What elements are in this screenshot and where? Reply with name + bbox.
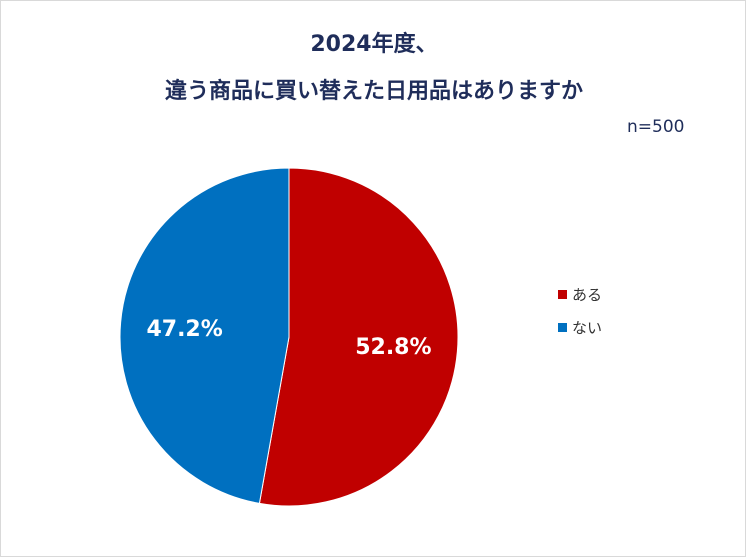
legend-label-aru: ある — [572, 285, 603, 304]
legend-swatch-nai — [558, 322, 567, 332]
legend-swatch-aru — [558, 289, 567, 299]
pie-slice-aru — [258, 167, 459, 507]
chart-title: 2024年度、 — [310, 32, 438, 57]
legend: ある ない — [558, 284, 602, 350]
legend-item-nai: ない — [558, 317, 602, 337]
data-label-nai: 47.2% — [146, 317, 222, 342]
legend-label-nai: ない — [572, 318, 603, 337]
pie-slice-nai — [119, 167, 290, 504]
data-label-aru: 52.8% — [355, 335, 431, 360]
legend-item-aru: ある — [558, 284, 602, 304]
chart-subtitle: 違う商品に買い替えた日用品はありますか — [164, 79, 583, 104]
sample-size-label: n=500 — [627, 117, 685, 137]
